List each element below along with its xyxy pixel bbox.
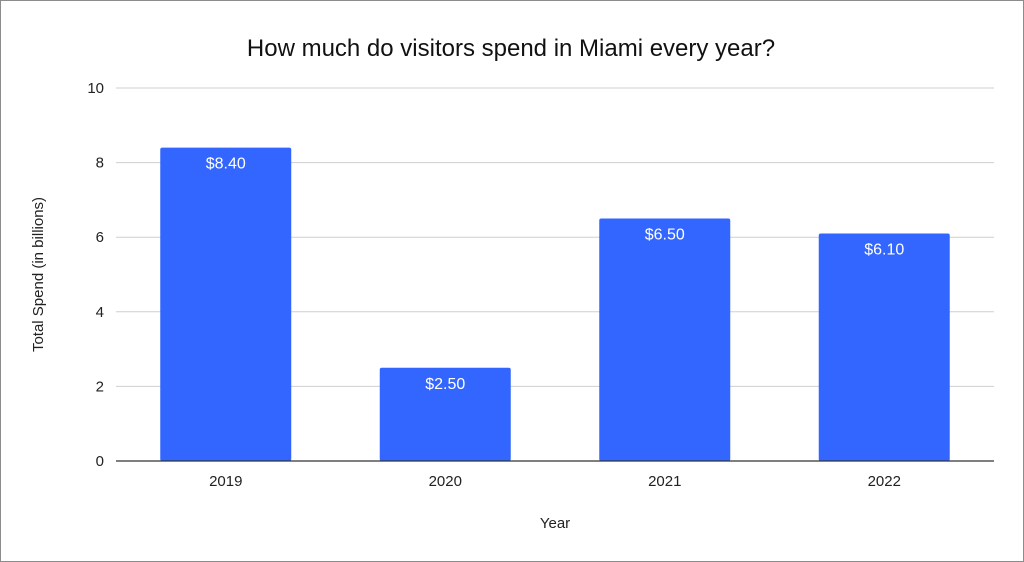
data-label-2021: $6.50 [645, 227, 685, 244]
x-tick-label: 2021 [648, 473, 681, 490]
data-label-2020: $2.50 [425, 376, 465, 393]
x-axis-label: Year [540, 515, 570, 532]
data-label-2022: $6.10 [864, 241, 904, 258]
y-tick-label: 2 [96, 378, 104, 395]
bar-2019 [160, 147, 292, 461]
bar-2022 [818, 233, 950, 461]
y-axis-label: Total Spend (in billions) [30, 197, 47, 352]
y-tick-label: 8 [96, 155, 104, 172]
data-label-2019: $8.40 [206, 156, 246, 173]
y-tick-label: 10 [87, 80, 104, 97]
y-axis-ticks: 0 2 4 6 8 10 [87, 80, 104, 470]
x-tick-label: 2019 [209, 473, 242, 490]
y-tick-label: 4 [96, 304, 104, 321]
y-tick-label: 6 [96, 229, 104, 246]
chart-title: How much do visitors spend in Miami ever… [247, 35, 775, 62]
x-axis-ticks: 2019 2020 2021 2022 [209, 473, 901, 490]
x-tick-label: 2022 [868, 473, 901, 490]
x-tick-label: 2020 [429, 473, 462, 490]
y-tick-label: 0 [96, 453, 104, 470]
bar-2021 [599, 218, 731, 461]
bar-2020 [379, 367, 511, 461]
bars: $8.40 $2.50 $6.50 $6.10 [160, 147, 950, 461]
